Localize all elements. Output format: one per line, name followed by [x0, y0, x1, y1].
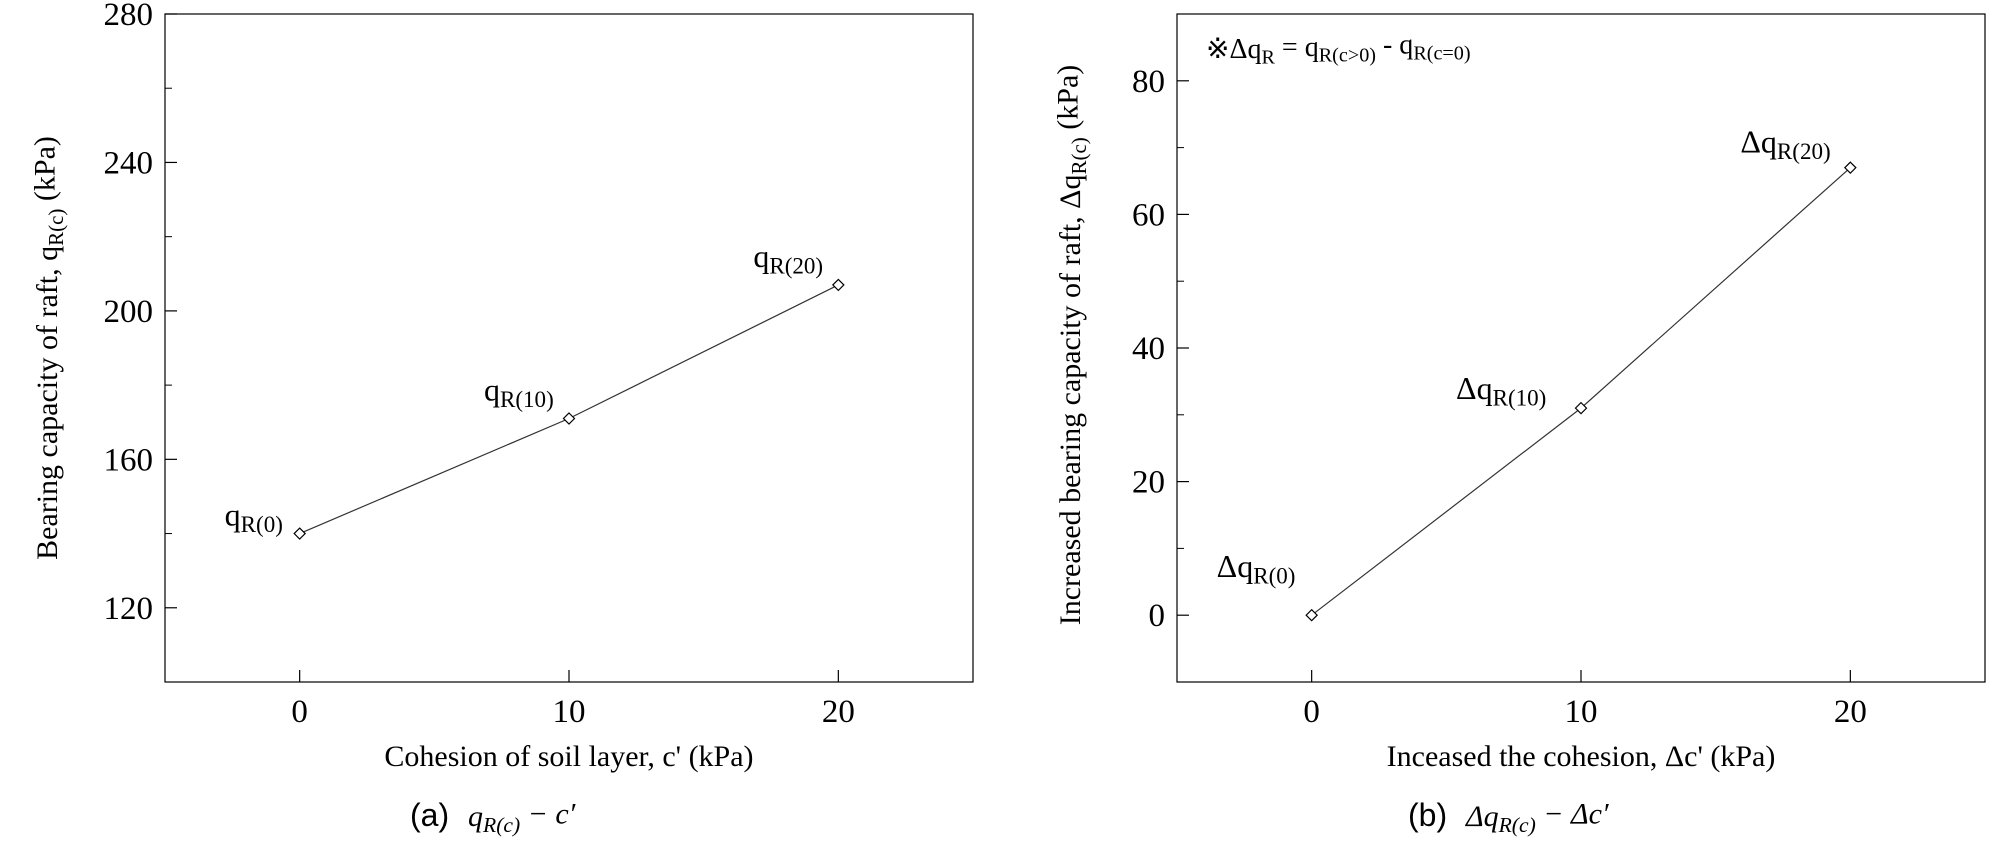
x-tick-label: 10 — [1565, 694, 1598, 730]
y-tick-label: 60 — [1132, 197, 1165, 233]
data-point-marker — [1305, 608, 1319, 622]
plot-frame-b — [1176, 13, 1986, 683]
point-label: ΔqR(10) — [1456, 370, 1546, 410]
y-tick-label: 40 — [1132, 331, 1165, 367]
caption-a: (a) qR(c) − c′ — [410, 797, 576, 837]
point-label: qR(20) — [753, 238, 823, 278]
y-axis-title-a: Bearing capacity of raft, qR(c) (kPa) — [28, 136, 67, 560]
x-axis-title-a: Cohesion of soil layer, c' (kPa) — [384, 740, 753, 773]
x-tick-label: 0 — [1303, 694, 1320, 730]
annotation-b: ※ΔqR = qR(c>0) - qR(c=0) — [1206, 30, 1471, 69]
series-line — [1311, 167, 1851, 616]
y-tick-label: 200 — [104, 294, 154, 330]
chart-panel-b: 0 20 40 60 80 0 10 20 ΔqR(0) ΔqR(10) ΔqR(20) ※Δq… — [1051, 13, 1986, 837]
y-tick-label: 0 — [1149, 598, 1166, 634]
y-tick-label: 240 — [104, 145, 154, 181]
y-tick-label: 80 — [1132, 64, 1165, 100]
caption-expression-a: qR(c) − c′ — [468, 798, 576, 837]
caption-b: (b) ΔqR(c) − Δc′ — [1408, 797, 1609, 837]
data-point-marker — [831, 278, 845, 292]
x-ticks-a: 0 10 20 — [291, 670, 855, 730]
x-tick-label: 10 — [553, 694, 586, 730]
y-ticks-b: 0 20 40 60 80 — [1132, 13, 1189, 683]
series-a — [293, 278, 845, 540]
point-labels-b: ΔqR(0) ΔqR(10) ΔqR(20) — [1217, 124, 1831, 589]
x-tick-label: 20 — [1834, 694, 1867, 730]
plot-frame-a — [164, 13, 974, 683]
point-label: qR(0) — [225, 497, 283, 537]
x-tick-label: 0 — [291, 694, 308, 730]
caption-label-a: (a) — [410, 797, 449, 833]
y-tick-label: 120 — [104, 591, 154, 627]
y-axis-title-b: Increased bearing capacity of raft, ΔqR(… — [1051, 65, 1090, 626]
x-axis-title-b: Inceased the cohesion, Δc' (kPa) — [1387, 740, 1776, 773]
y-tick-label: 160 — [104, 442, 154, 478]
data-point-marker — [293, 527, 307, 540]
y-tick-label: 20 — [1132, 465, 1165, 501]
y-tick-label: 280 — [104, 0, 154, 33]
series-line — [299, 284, 839, 535]
caption-label-b: (b) — [1408, 797, 1447, 833]
point-label: ΔqR(20) — [1740, 124, 1830, 164]
point-label: qR(10) — [484, 372, 554, 412]
series-b — [1305, 161, 1857, 622]
data-point-marker — [562, 412, 576, 425]
x-tick-label: 20 — [822, 694, 855, 730]
data-point-marker — [1574, 401, 1588, 415]
caption-expression-b: ΔqR(c) − Δc′ — [1465, 798, 1609, 837]
point-labels-a: qR(0) qR(10) qR(20) — [225, 238, 823, 537]
x-ticks-b: 0 10 20 — [1303, 670, 1867, 730]
y-ticks-a: 120 160 200 240 280 — [104, 0, 177, 683]
point-label: ΔqR(0) — [1217, 548, 1296, 588]
data-point-marker — [1843, 161, 1857, 174]
